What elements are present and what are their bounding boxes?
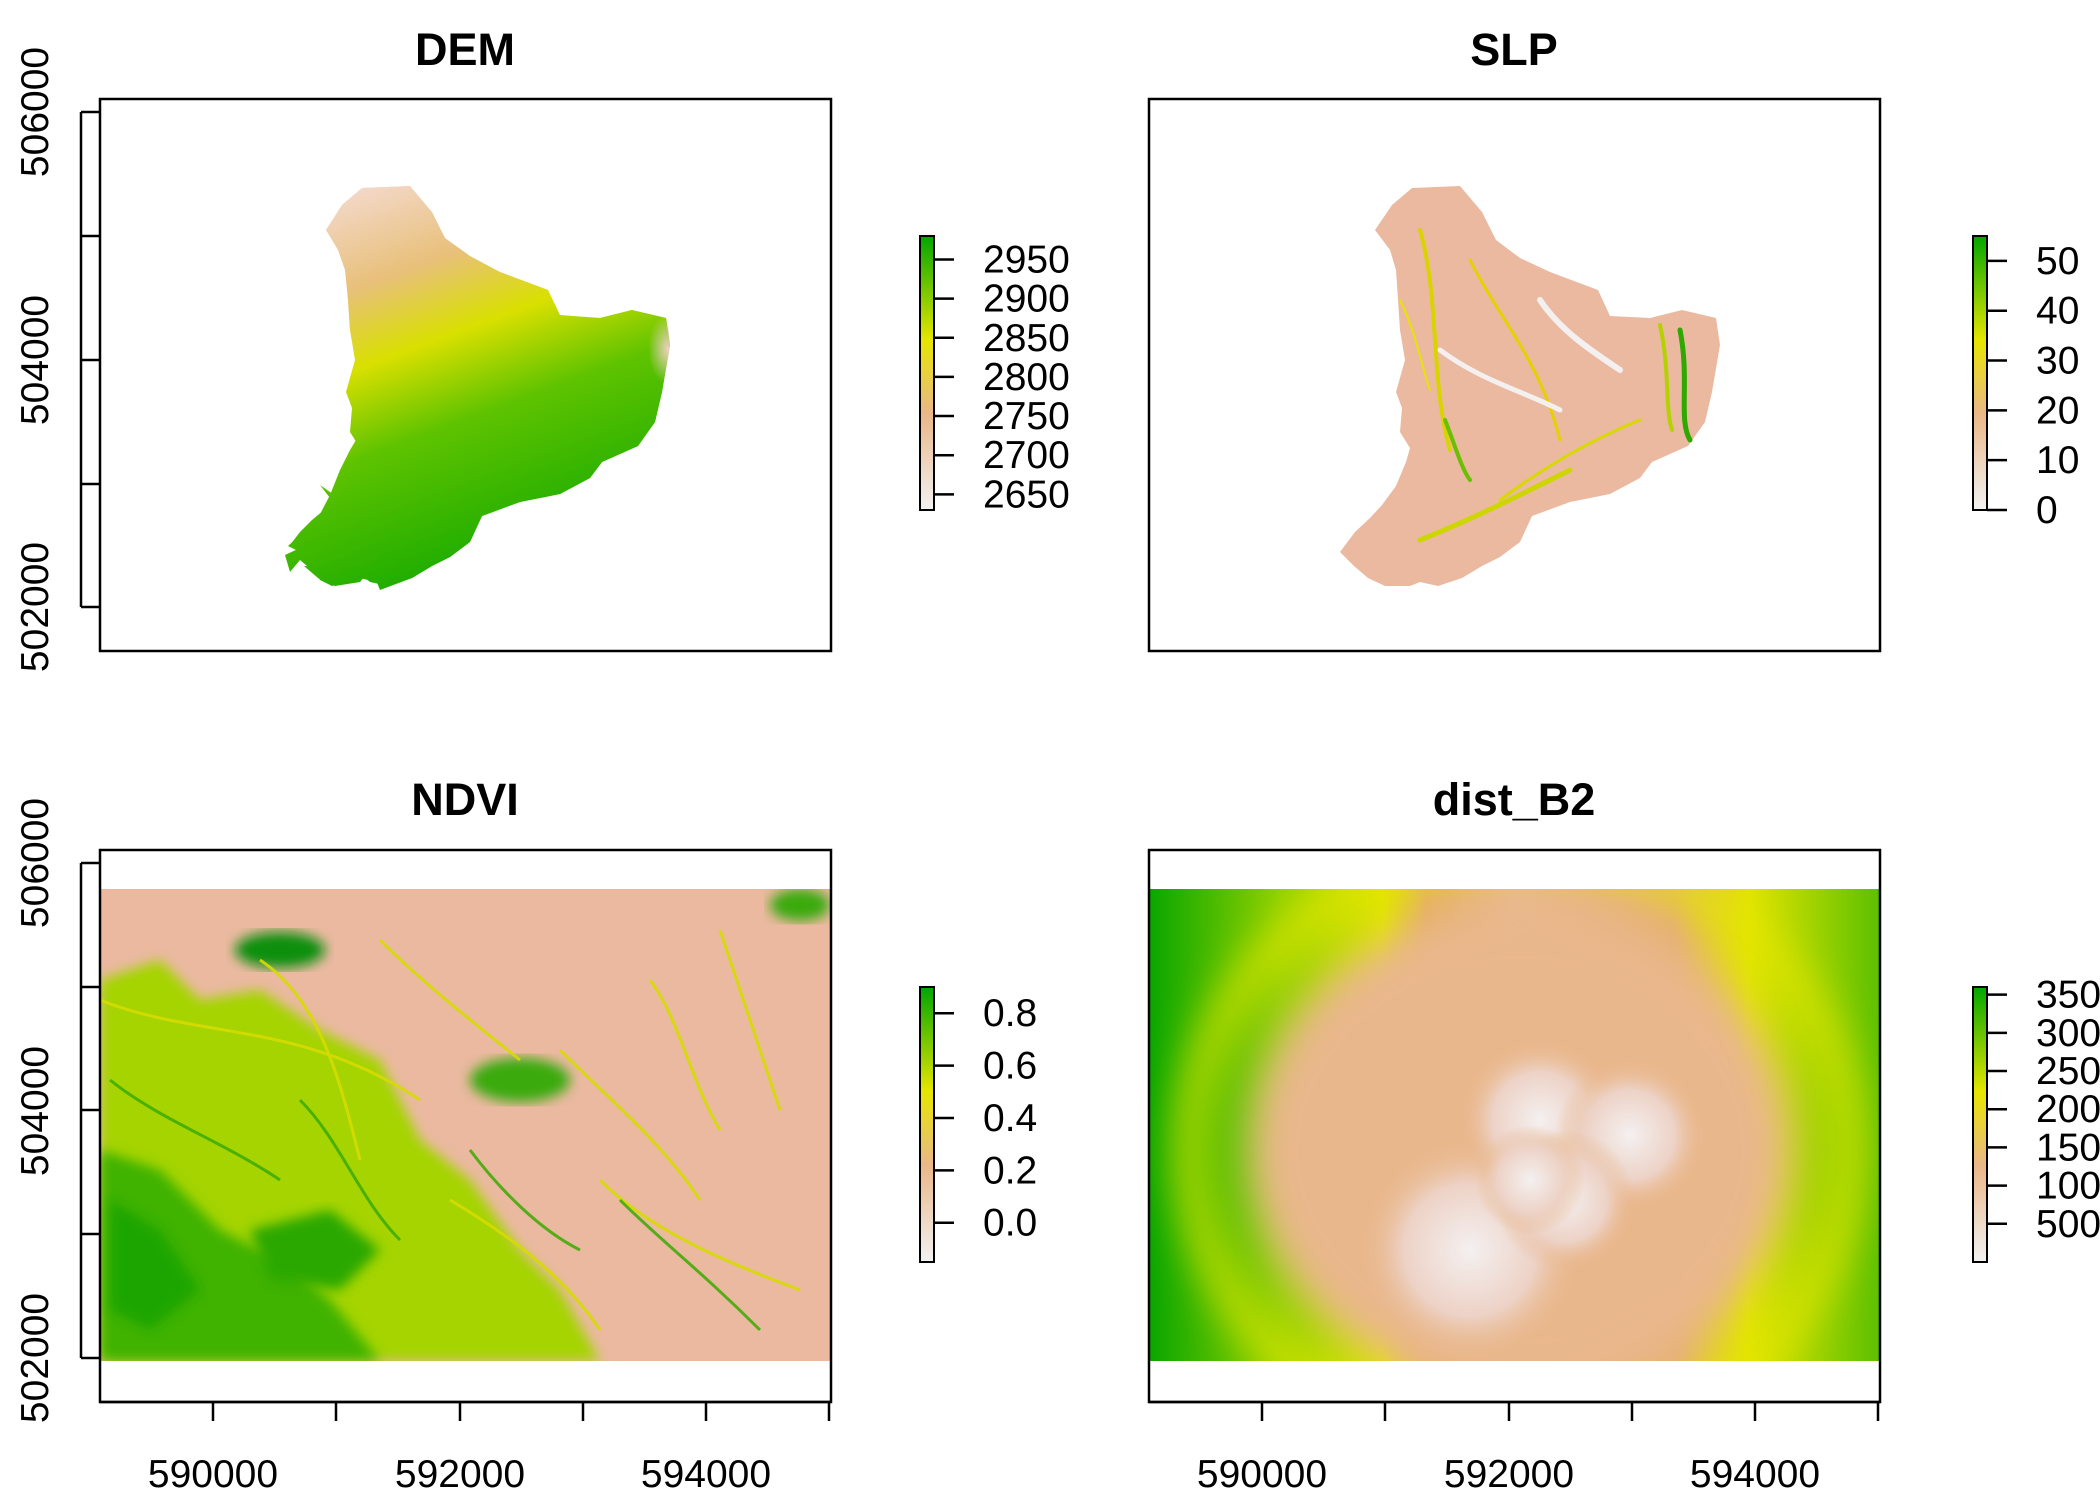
legend-tick-label: 50	[2036, 240, 2079, 283]
x-tick-label: 592000	[395, 1453, 525, 1496]
legend-tick-label: 2850	[983, 317, 1070, 360]
legend-tick-label: 20	[2036, 389, 2079, 432]
x-axis	[100, 1400, 831, 1421]
panel-slp: SLP 0 10 20 30 40 50	[1147, 24, 2079, 653]
legend-tick-label: 10	[2036, 439, 2079, 482]
legend-tick-label: 0.8	[983, 992, 1037, 1035]
x-tick-label: 594000	[641, 1453, 771, 1496]
legend-tick-label: 1000	[2036, 1165, 2100, 1208]
legend-tick-label: 0.6	[983, 1045, 1037, 1088]
x-tick-label: 594000	[1690, 1453, 1820, 1496]
legend-tick-label: 2500	[2036, 1050, 2100, 1093]
panel-dist-b2: dist_B2 590000 592000 594000 5001000150020…	[1147, 774, 2100, 1496]
x-axis	[1149, 1400, 1880, 1421]
dem-east-highland	[600, 300, 670, 440]
legend-tick-label: 2000	[2036, 1088, 2100, 1131]
panel-title: SLP	[1470, 24, 1558, 75]
legend-tick-label: 3000	[2036, 1012, 2100, 1055]
legend-tick-label: 2900	[983, 278, 1070, 321]
legend-tick-label: 500	[2036, 1203, 2100, 1246]
panel-title: NDVI	[411, 774, 519, 825]
color-legend: 0 10 20 30 40 50	[1972, 235, 2079, 532]
panel-ndvi: NDVI	[14, 774, 1037, 1496]
legend-tick-label: 0.0	[983, 1202, 1037, 1245]
legend-tick-label: 2950	[983, 238, 1070, 281]
y-axis	[79, 861, 100, 1360]
legend-tick-label: 3500	[2036, 974, 2100, 1017]
dem-shed-body	[290, 186, 670, 586]
legend-bar	[1972, 235, 1988, 511]
dist-raster	[1149, 889, 1880, 1361]
legend-tick-label: 2700	[983, 434, 1070, 477]
legend-tick-label: 40	[2036, 290, 2079, 333]
y-axis	[79, 110, 100, 609]
y-tick-label: 502000	[14, 542, 57, 672]
color-legend: 500100015002000250030003500	[1972, 974, 2100, 1263]
legend-tick-label: 2800	[983, 356, 1070, 399]
legend-tick-label: 0.4	[983, 1097, 1037, 1140]
legend-tick-label: 0	[2036, 489, 2058, 532]
legend-tick-label: 2750	[983, 395, 1070, 438]
legend-tick-label: 30	[2036, 340, 2079, 383]
y-tick-label: 504000	[14, 1046, 57, 1176]
plot-frame	[1147, 97, 1882, 653]
slp-ridges	[1399, 228, 1693, 543]
legend-bar	[919, 235, 935, 511]
x-tick-label: 590000	[148, 1453, 278, 1496]
color-legend: 0.0 0.2 0.4 0.6 0.8	[919, 986, 1037, 1263]
legend-tick-label: 2650	[983, 473, 1070, 516]
ndvi-raster	[100, 889, 831, 1361]
legend-bar	[919, 986, 935, 1263]
y-tick-label: 504000	[14, 295, 57, 425]
y-tick-label: 506000	[14, 798, 57, 928]
legend-tick-label: 0.2	[983, 1149, 1037, 1192]
x-tick-label: 592000	[1444, 1453, 1574, 1496]
y-tick-label: 502000	[14, 1293, 57, 1423]
panel-title: DEM	[415, 24, 515, 75]
slp-raster	[1340, 186, 1720, 586]
legend-tick-label: 1500	[2036, 1126, 2100, 1169]
plot-frame	[98, 97, 833, 653]
x-tick-label: 590000	[1197, 1453, 1327, 1496]
panel-title: dist_B2	[1433, 774, 1596, 825]
legend-bar	[1972, 986, 1988, 1263]
y-tick-label: 506000	[14, 47, 57, 177]
